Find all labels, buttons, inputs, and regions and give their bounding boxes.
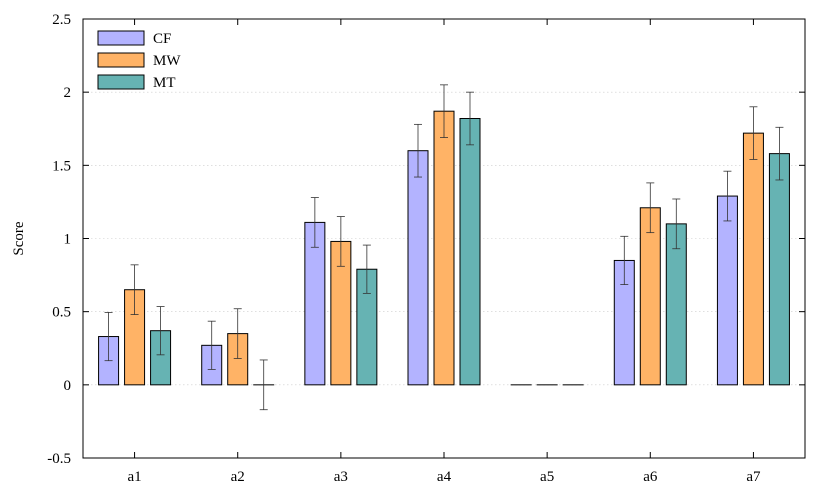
bars [98, 110, 790, 386]
x-tick-label: a4 [437, 469, 452, 485]
legend-swatch-mw [97, 52, 145, 68]
bar-mt-a7 [768, 153, 790, 386]
legend-label-mt: MT [153, 75, 176, 91]
bar-cf-a4 [407, 150, 429, 386]
axes: -0.5 0 0.5 1 1.5 2 2.5 a1 a2 a3 a4 a5 a6 a7 [47, 12, 806, 485]
x-tick-label: a1 [127, 469, 141, 485]
x-tick-label: a5 [540, 469, 554, 485]
bar-cf-a7 [716, 195, 738, 386]
y-tick-label: -0.5 [47, 451, 71, 467]
y-tick-label: 1 [64, 232, 72, 248]
legend: CF MW MT [97, 30, 181, 91]
x-tick-label: a7 [746, 469, 761, 485]
y-axis-title: Score [11, 221, 27, 255]
y-tick-label: 1.5 [52, 158, 71, 174]
plot-frame [82, 18, 806, 459]
y-tick-label: 2.5 [52, 12, 71, 28]
y-tick-label: 2 [64, 85, 72, 101]
legend-label-mw: MW [153, 53, 181, 69]
y-tick-label: 0.5 [52, 305, 71, 321]
x-tick-label: a2 [231, 469, 245, 485]
legend-swatch-cf [97, 30, 145, 46]
x-tick-label: a6 [643, 469, 658, 485]
bar-mw-a7 [742, 132, 764, 386]
legend-label-cf: CF [153, 31, 171, 47]
bar-mw-a6 [639, 207, 661, 386]
error-bars [104, 84, 784, 411]
y-tick-label: 0 [64, 378, 72, 394]
bar-mt-a4 [459, 118, 481, 386]
bar-mw-a4 [433, 110, 455, 386]
x-tick-label: a3 [334, 469, 348, 485]
legend-swatch-mt [97, 74, 145, 90]
